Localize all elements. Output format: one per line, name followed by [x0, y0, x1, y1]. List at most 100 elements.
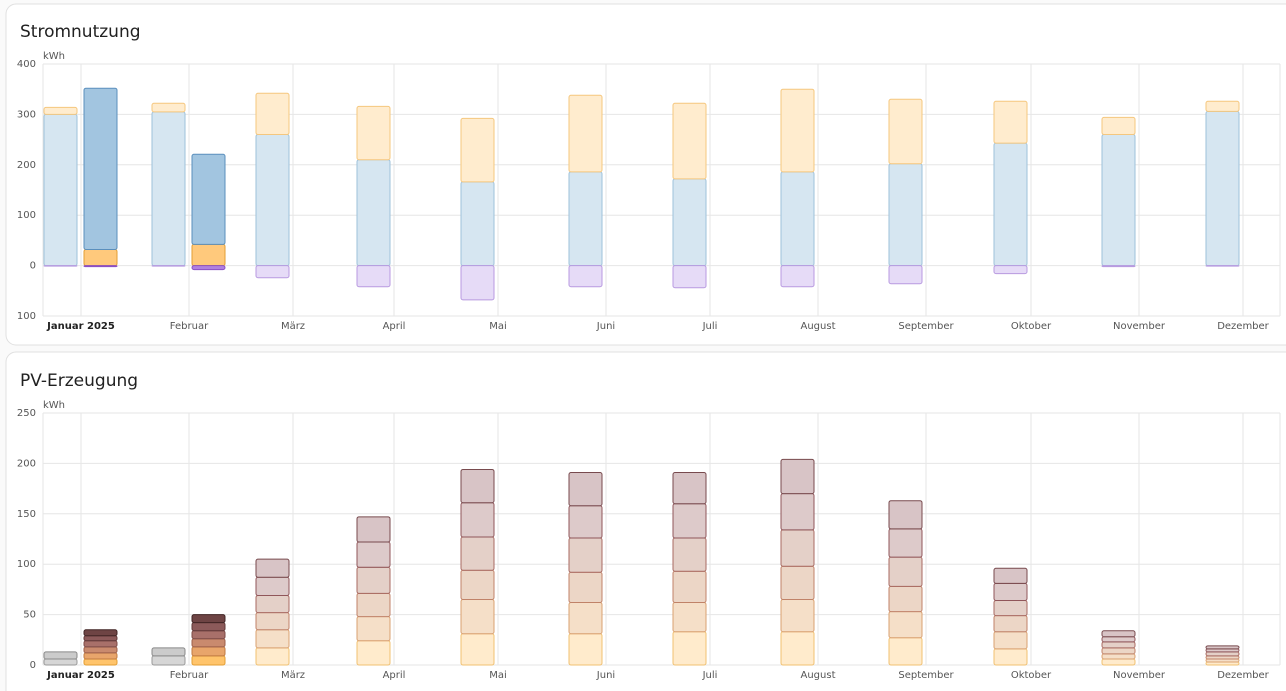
bar-segment: [83, 635, 118, 642]
bar-segment: [1101, 636, 1136, 643]
bar-segment: [151, 102, 186, 113]
bar-segment: [1205, 645, 1240, 650]
bar-segment: [1205, 265, 1240, 267]
y-tick-label: 250: [17, 408, 36, 419]
x-tick-label: Oktober: [1011, 670, 1052, 681]
x-tick-label: November: [1113, 670, 1166, 681]
bar-segment: [672, 602, 707, 633]
bar-segment: [255, 134, 290, 267]
bar-segment: [151, 647, 186, 657]
bar-segment: [43, 113, 78, 267]
bar-segment: [356, 105, 391, 161]
bar-segment: [356, 265, 391, 288]
bar-segment: [1101, 134, 1136, 267]
bar-segment: [191, 630, 226, 640]
bar-segment: [993, 631, 1028, 650]
bar-segment: [460, 569, 495, 600]
x-tick-label: Februar: [170, 321, 209, 332]
bar-segment: [1205, 651, 1240, 657]
bar-segment: [83, 658, 118, 666]
bar-segment: [356, 592, 391, 618]
bar-segment: [1101, 647, 1136, 655]
bar-segment: [356, 640, 391, 666]
x-tick-label: Mai: [489, 670, 507, 681]
bar-segment: [191, 614, 226, 624]
bar-segment: [672, 570, 707, 604]
bar-segment: [83, 87, 118, 250]
bar-segment: [888, 556, 923, 587]
bar-segment: [83, 646, 118, 654]
bar-segment: [151, 111, 186, 267]
bar-segment: [191, 638, 226, 648]
bar-segment: [460, 468, 495, 504]
chart-title: PV-Erzeugung: [20, 371, 138, 391]
bar-segment: [191, 646, 226, 657]
x-tick-label: Dezember: [1217, 670, 1269, 681]
y-axis-unit: kWh: [43, 400, 65, 411]
bar-segment: [255, 265, 290, 279]
bar-segment: [460, 502, 495, 538]
bar-segment: [356, 516, 391, 543]
y-tick-label: 100: [17, 559, 36, 570]
x-tick-label: Januar 2025: [46, 670, 115, 681]
bar-segment: [568, 505, 603, 539]
bar-segment: [780, 88, 815, 173]
bar-segment: [1101, 116, 1136, 136]
bar-segment: [780, 493, 815, 531]
bar-segment: [568, 571, 603, 604]
bar-segment: [888, 637, 923, 666]
bar-segment: [151, 265, 186, 267]
y-tick-label: 300: [17, 109, 36, 120]
bar-segment: [888, 528, 923, 558]
bar-segment: [255, 612, 290, 631]
x-tick-label: Juli: [702, 670, 718, 681]
bar-segment: [888, 265, 923, 285]
bar-segment: [460, 265, 495, 301]
bar-segment: [43, 658, 78, 666]
bar-segment: [83, 248, 118, 267]
bar-segment: [993, 648, 1028, 666]
bar-segment: [672, 102, 707, 180]
bar-segment: [780, 529, 815, 567]
x-tick-label: März: [281, 670, 305, 681]
x-tick-label: November: [1113, 321, 1166, 332]
bar-segment: [888, 585, 923, 613]
x-tick-label: Mai: [489, 321, 507, 332]
bar-segment: [672, 631, 707, 666]
y-tick-label: 200: [17, 160, 36, 171]
x-tick-label: Juli: [702, 321, 718, 332]
bar-segment: [43, 106, 78, 115]
y-tick-label: 100: [17, 311, 36, 322]
bar-segment: [1101, 658, 1136, 666]
bar-segment: [255, 576, 290, 596]
bar-segment: [460, 181, 495, 267]
y-tick-label: 0: [30, 261, 36, 272]
bar-segment: [888, 98, 923, 165]
bar-segment: [780, 171, 815, 267]
bar-segment: [568, 602, 603, 635]
bar-segment: [191, 622, 226, 632]
bar-segment: [888, 163, 923, 267]
bar-segment: [43, 265, 78, 267]
bar-segment: [1101, 265, 1136, 268]
bar-segment: [356, 566, 391, 594]
bar-segment: [888, 500, 923, 530]
bar-segment: [191, 655, 226, 666]
bar-segment: [255, 594, 290, 614]
x-tick-label: Februar: [170, 670, 209, 681]
bar-segment: [780, 458, 815, 495]
bar-segment: [993, 100, 1028, 144]
y-tick-label: 50: [23, 610, 36, 621]
bar-segment: [356, 541, 391, 568]
bar-segment: [83, 629, 118, 637]
bar-segment: [568, 265, 603, 288]
bar-segment: [993, 599, 1028, 617]
bar-segment: [672, 537, 707, 572]
bar-segment: [1205, 110, 1240, 267]
chart-title: Stromnutzung: [20, 22, 141, 42]
x-tick-label: Juni: [596, 321, 615, 332]
bar-segment: [568, 94, 603, 173]
x-tick-label: Juni: [596, 670, 615, 681]
bar-segment: [1205, 100, 1240, 112]
